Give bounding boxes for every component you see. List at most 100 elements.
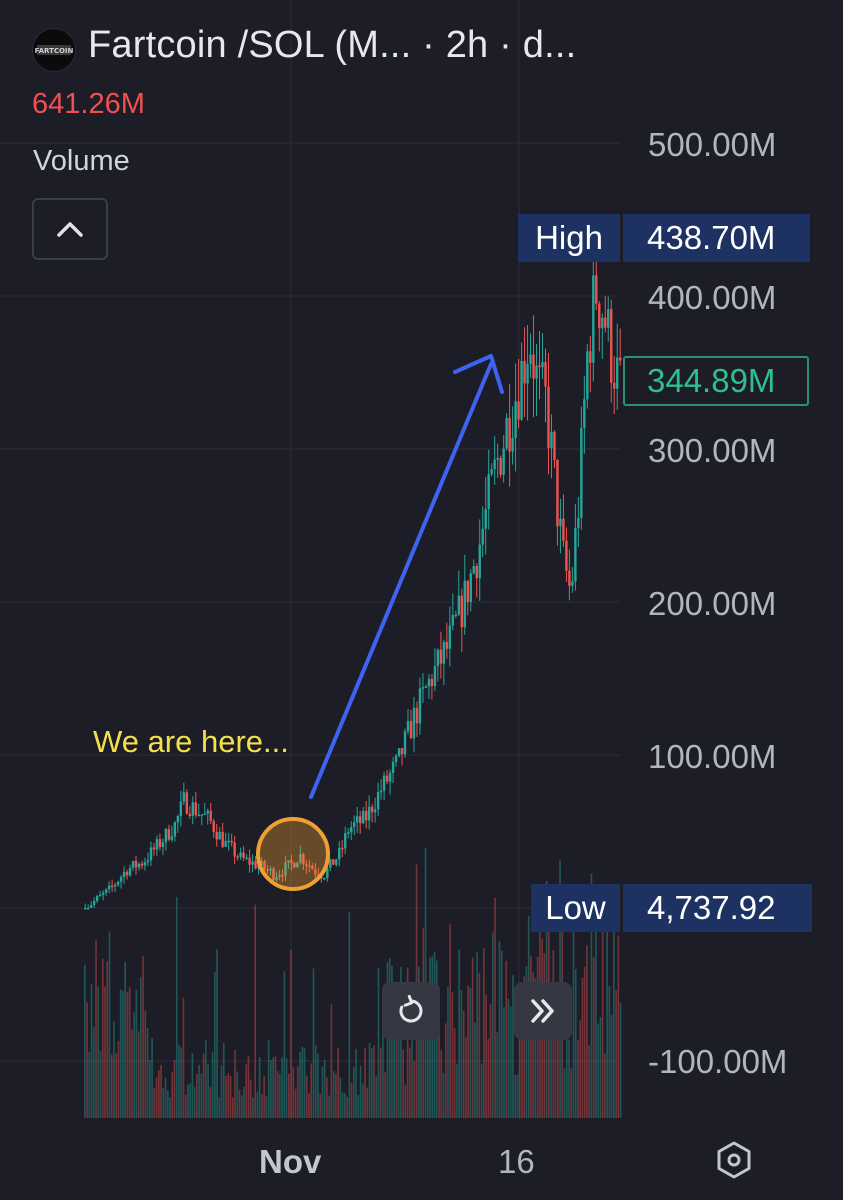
candle-body	[409, 721, 413, 739]
candle-body	[448, 625, 452, 649]
candle-body	[224, 841, 227, 847]
candle-body	[607, 309, 610, 328]
volume-bar	[375, 1076, 378, 1118]
volume-bar	[496, 1032, 499, 1118]
volume-bar	[579, 1020, 582, 1118]
candle-body	[245, 857, 248, 860]
candle-body	[209, 810, 212, 822]
candle-body	[110, 885, 114, 888]
candle-body	[203, 813, 206, 816]
volume-bar	[435, 960, 438, 1118]
candle-body	[302, 854, 305, 865]
candle-body	[403, 731, 407, 755]
volume-bar	[384, 1072, 387, 1118]
volume-bar	[391, 965, 393, 1118]
volume-bar	[312, 968, 315, 1118]
candle-body	[394, 755, 398, 763]
volume-bar	[131, 1029, 133, 1118]
volume-bar	[460, 990, 463, 1118]
gridlines	[0, 0, 620, 1120]
volume-bar	[113, 1021, 115, 1118]
volume-bar	[604, 1053, 606, 1118]
volume-bar	[276, 1071, 279, 1118]
volume-bar	[478, 972, 481, 1118]
candle-body	[406, 721, 410, 732]
volume-bar	[474, 1022, 476, 1118]
volume-bar	[115, 1053, 118, 1118]
candle-body	[107, 885, 111, 890]
volume-bar	[281, 1057, 283, 1118]
candle-body	[583, 399, 586, 428]
volume-bar	[393, 985, 395, 1118]
volume-bar	[350, 1082, 353, 1118]
volume-bar	[507, 998, 510, 1118]
volume-bar	[299, 1051, 301, 1118]
candle-body	[206, 810, 209, 814]
candle-body	[134, 861, 138, 868]
volume-bar	[344, 1093, 346, 1118]
candle-body	[586, 351, 589, 400]
candle-body	[499, 457, 502, 475]
candle-body	[439, 649, 443, 664]
volume-bar	[617, 935, 620, 1118]
candle-body	[272, 868, 275, 880]
volume-bar	[525, 966, 528, 1118]
volume-bar	[597, 1023, 599, 1118]
volume-bar	[458, 949, 460, 1118]
candle-body	[517, 401, 520, 420]
collapse-legend-button[interactable]	[32, 198, 108, 260]
volume-bar	[137, 1031, 140, 1118]
settings-hexagon-icon[interactable]	[714, 1140, 754, 1180]
volume-bar	[104, 986, 106, 1118]
candle-body	[155, 839, 159, 850]
volume-bar	[500, 950, 503, 1118]
volume-bar	[615, 990, 617, 1118]
volume-bar	[588, 1044, 591, 1118]
candle-body	[364, 810, 368, 821]
price-candles	[84, 244, 622, 910]
volume-bar	[101, 958, 104, 1118]
candle-body	[505, 417, 508, 449]
volume-bar	[361, 1083, 364, 1118]
candle-body	[430, 678, 434, 687]
volume-bar	[182, 997, 185, 1118]
candle-body	[173, 822, 177, 837]
scroll-to-realtime-button[interactable]	[514, 982, 572, 1040]
candle-body	[116, 881, 120, 885]
candle-body	[194, 802, 197, 816]
candle-body	[212, 821, 215, 832]
volume-bar	[234, 1049, 236, 1118]
volume-bar	[140, 977, 142, 1118]
volume-bar	[128, 987, 131, 1118]
volume-bar	[523, 976, 526, 1118]
volume-bar	[252, 1097, 254, 1118]
candle-body	[146, 860, 150, 863]
candle-body	[323, 878, 326, 880]
current-price: 641.26M	[32, 88, 145, 120]
volume-bar	[308, 1093, 310, 1118]
volume-bar	[483, 948, 485, 1118]
volume-bar	[164, 1077, 167, 1118]
candle-body	[469, 573, 472, 603]
volume-bar	[191, 1052, 194, 1118]
candle-body	[391, 762, 395, 773]
candle-body	[179, 801, 183, 817]
candle-body	[514, 401, 517, 439]
candle-body	[613, 382, 616, 389]
volume-bar	[438, 1015, 440, 1118]
volume-label: Volume	[33, 145, 130, 177]
volume-bar	[225, 1076, 227, 1118]
volume-bar	[601, 895, 604, 1118]
volume-bar	[135, 989, 138, 1118]
volume-bar	[238, 1089, 241, 1118]
candle-body	[344, 833, 347, 849]
pair-title[interactable]: Fartcoin /SOL (M... · 2h · d...	[88, 24, 577, 66]
volume-bar	[258, 1057, 261, 1118]
candle-body	[478, 544, 481, 579]
reset-chart-button[interactable]	[382, 982, 440, 1040]
candle-body	[385, 775, 389, 782]
candle-body	[242, 852, 245, 859]
low-value-tag: 4,737.92	[623, 884, 812, 932]
volume-bar	[207, 1063, 209, 1118]
